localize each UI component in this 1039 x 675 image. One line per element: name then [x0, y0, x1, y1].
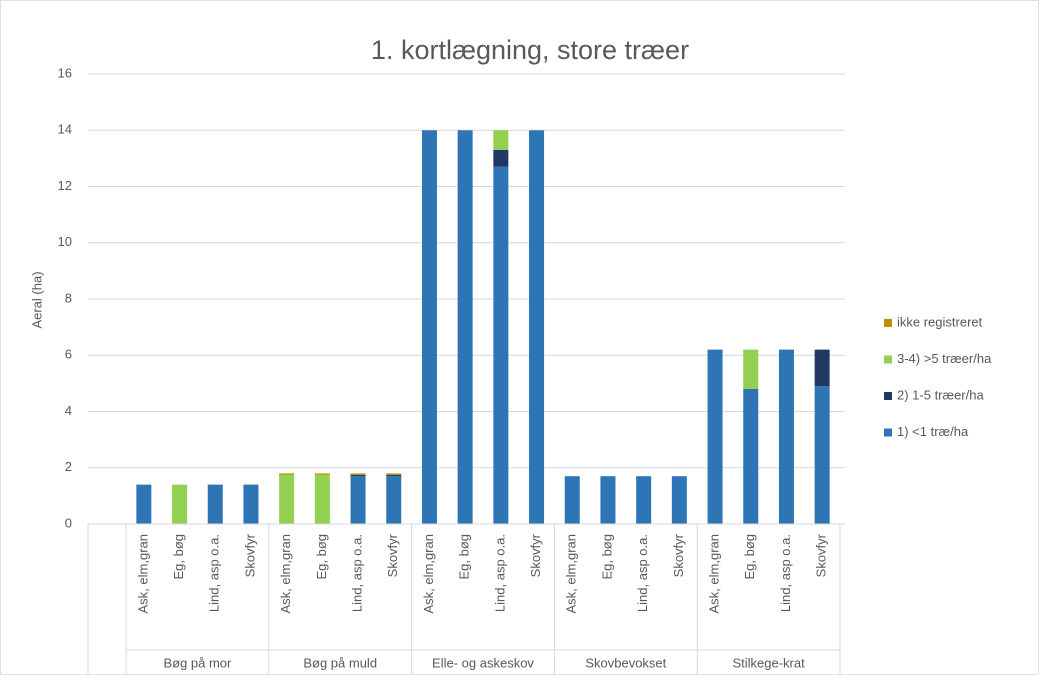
bar-segment — [386, 476, 402, 524]
legend-swatch — [884, 392, 892, 400]
bar-segment — [172, 484, 188, 524]
bar-segment — [493, 149, 509, 167]
x-tick-label: Eg, bøg — [314, 534, 329, 580]
group-label: Bøg på mor — [163, 655, 232, 670]
bar-segment — [457, 130, 473, 524]
x-tick-label: Skovfyr — [528, 533, 543, 577]
x-tick-label: Eg, bøg — [457, 534, 472, 580]
y-tick-label: 16 — [58, 65, 72, 80]
y-tick-label: 0 — [65, 515, 72, 530]
chart-title: 1. kortlægning, store træer — [371, 35, 689, 65]
x-tick-label: Ask, elm,gran — [135, 534, 150, 613]
x-tick-label: Lind, asp o.a. — [207, 534, 222, 612]
x-tick-label: Lind, asp o.a. — [635, 534, 650, 612]
bar-segment — [564, 476, 580, 524]
bar-segment — [350, 476, 366, 524]
bar-segment — [279, 474, 295, 524]
group-label: Stilkege-krat — [732, 655, 805, 670]
bar-segment — [493, 130, 509, 150]
bar-segment — [600, 476, 616, 524]
legend-label: ikke registreret — [897, 314, 983, 329]
x-tick-label: Eg, bøg — [742, 534, 757, 580]
y-tick-label: 6 — [65, 347, 72, 362]
x-tick-label: Ask, elm,gran — [421, 534, 436, 613]
bar-segment — [743, 389, 759, 524]
y-tick-label: 4 — [65, 403, 72, 418]
x-tick-label: Ask, elm,gran — [564, 534, 579, 613]
bar-segment — [814, 349, 830, 387]
x-tick-label: Eg, bøg — [171, 534, 186, 580]
x-tick-label: Lind, asp o.a. — [778, 534, 793, 612]
x-tick-label: Ask, elm,gran — [278, 534, 293, 613]
bar-segment — [671, 476, 687, 524]
bar-segment — [279, 473, 295, 475]
y-tick-label: 14 — [58, 122, 72, 137]
bar-segment — [350, 474, 366, 477]
legend-label: 1) <1 træ/ha — [897, 424, 969, 439]
x-tick-label: Skovfyr — [385, 533, 400, 577]
legend-label: 3-4) >5 træer/ha — [897, 351, 992, 366]
x-tick-label: Eg, bøg — [599, 534, 614, 580]
bar-segment — [350, 473, 366, 475]
legend-label: 2) 1-5 træer/ha — [897, 387, 984, 402]
bar-segment — [778, 349, 794, 524]
x-tick-label: Ask, elm,gran — [706, 534, 721, 613]
x-tick-label: Lind, asp o.a. — [349, 534, 364, 612]
bar-segment — [207, 484, 223, 524]
group-label: Bøg på muld — [303, 655, 377, 670]
bar-segment — [314, 474, 330, 524]
x-tick-label: Skovfyr — [242, 533, 257, 577]
bar-segment — [386, 474, 402, 477]
y-tick-label: 10 — [58, 234, 72, 249]
bar-segment — [707, 349, 723, 524]
bar-segment — [421, 130, 437, 524]
legend-swatch — [884, 428, 892, 437]
bar-segment — [814, 386, 830, 524]
x-tick-label: Skovfyr — [671, 533, 686, 577]
y-tick-label: 12 — [58, 178, 72, 193]
x-tick-label: Lind, asp o.a. — [492, 534, 507, 612]
y-axis-label: Aeral (ha) — [29, 271, 44, 328]
bar-segment — [136, 484, 152, 524]
y-tick-label: 2 — [65, 459, 72, 474]
y-tick-label: 8 — [65, 290, 72, 305]
bar-segment — [636, 476, 652, 524]
group-label: Skovbevokset — [585, 655, 666, 670]
bar-segment — [243, 484, 259, 524]
legend-swatch — [884, 355, 892, 364]
bar-segment — [529, 130, 545, 524]
group-label: Elle- og askeskov — [432, 655, 534, 670]
bar-segment — [314, 473, 330, 475]
bar-segment — [386, 473, 402, 475]
bar-segment — [493, 166, 509, 524]
legend-swatch — [884, 319, 892, 327]
bar-segment — [743, 349, 759, 389]
x-tick-label: Skovfyr — [814, 533, 829, 577]
